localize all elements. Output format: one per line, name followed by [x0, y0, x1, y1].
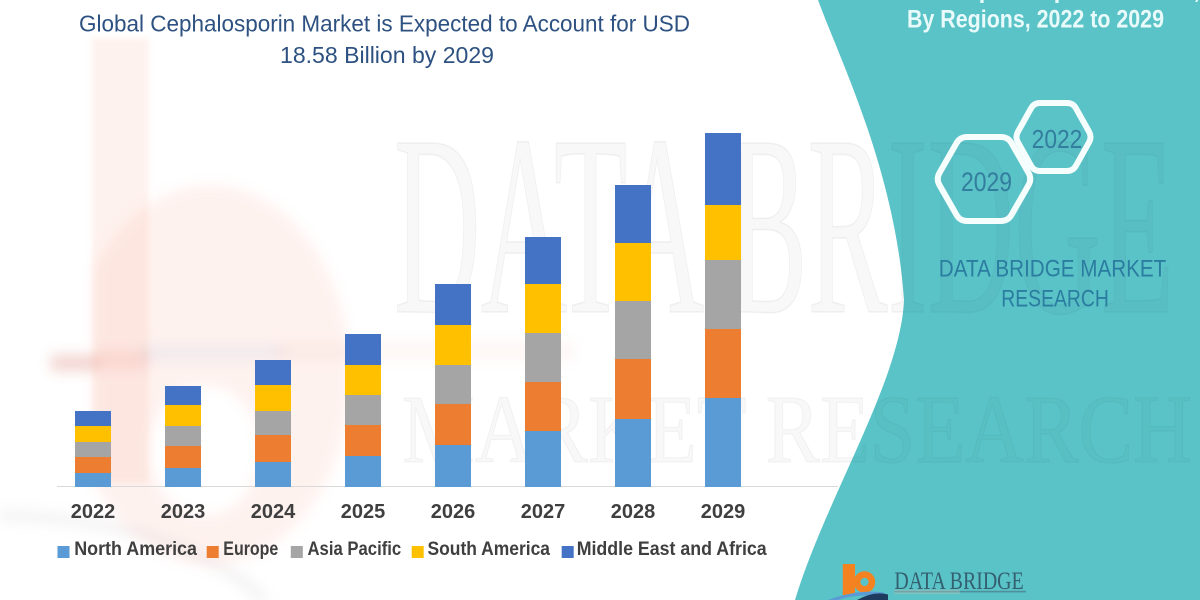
svg-text:18.58 Billion by 2029: 18.58 Billion by 2029 — [280, 42, 494, 68]
svg-text:2028: 2028 — [611, 501, 656, 523]
svg-text:2025: 2025 — [341, 501, 386, 523]
svg-text:Global Cephalosporin Market,: Global Cephalosporin Market, — [870, 0, 1200, 4]
svg-text:Europe: Europe — [223, 539, 278, 560]
svg-text:MARKET RESEARCH: MARKET RESEARCH — [894, 598, 1025, 600]
svg-text:2022: 2022 — [1032, 124, 1083, 154]
svg-text:2024: 2024 — [251, 501, 296, 523]
svg-text:MARKET RESEARCH: MARKET RESEARCH — [402, 376, 1192, 483]
svg-text:By Regions, 2022 to 2029: By Regions, 2022 to 2029 — [907, 6, 1164, 34]
svg-text:RESEARCH: RESEARCH — [1001, 286, 1109, 313]
svg-text:Asia Pacific: Asia Pacific — [308, 539, 402, 560]
svg-text:2026: 2026 — [431, 501, 476, 523]
svg-text:Global Cephalosporin Market is: Global Cephalosporin Market is Expected … — [79, 11, 690, 37]
svg-text:2027: 2027 — [521, 501, 566, 523]
svg-text:2023: 2023 — [161, 501, 206, 523]
svg-text:Middle East and Africa: Middle East and Africa — [577, 539, 767, 560]
svg-text:South America: South America — [428, 539, 551, 560]
svg-text:2029: 2029 — [701, 501, 746, 523]
svg-text:2022: 2022 — [71, 501, 116, 523]
svg-text:2029: 2029 — [961, 167, 1012, 197]
svg-text:North America: North America — [74, 539, 197, 560]
svg-text:DATA BRIDGE MARKET: DATA BRIDGE MARKET — [939, 256, 1167, 283]
svg-text:DATA BRIDGE: DATA BRIDGE — [894, 568, 1023, 595]
